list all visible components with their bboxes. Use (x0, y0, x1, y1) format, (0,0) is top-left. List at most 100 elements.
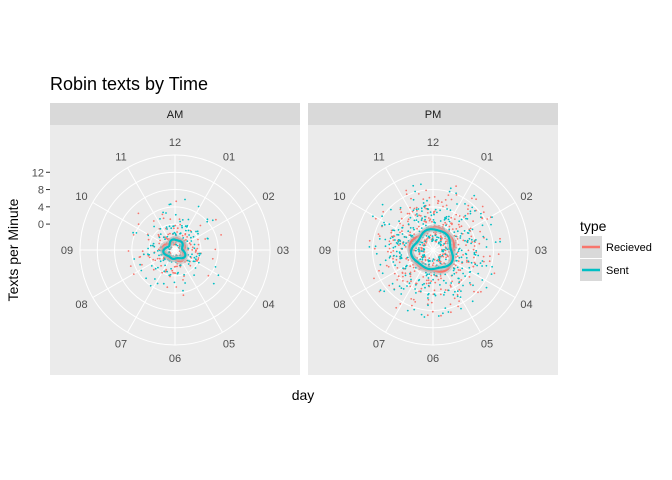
legend-label-sent: Sent (606, 265, 629, 277)
data-point-sent (462, 284, 464, 287)
data-point-sent (460, 249, 463, 252)
data-point-recieved (466, 261, 468, 263)
data-point-recieved (214, 248, 217, 251)
data-point-sent (432, 258, 435, 261)
data-point-recieved (455, 185, 457, 188)
data-point-sent (404, 267, 407, 270)
data-point-sent (181, 226, 184, 229)
data-point-sent (439, 256, 441, 258)
data-point-recieved (189, 264, 192, 267)
data-point-sent (162, 236, 165, 239)
data-point-recieved (407, 259, 410, 261)
data-point-sent (475, 239, 477, 241)
data-point-sent (470, 238, 473, 241)
data-point-sent (425, 274, 428, 277)
data-point-recieved (189, 243, 192, 246)
data-point-sent (398, 251, 401, 254)
data-point-recieved (409, 275, 412, 278)
data-point-sent (166, 228, 169, 230)
data-point-recieved (174, 224, 177, 227)
data-point-sent (188, 260, 191, 263)
data-point-sent (452, 269, 455, 272)
hour-label: 11 (115, 151, 126, 163)
data-point-recieved (447, 194, 450, 197)
data-point-sent (421, 283, 424, 286)
data-point-recieved (147, 238, 150, 241)
data-point-sent (419, 290, 422, 293)
data-point-sent (469, 270, 472, 273)
data-point-sent (443, 291, 446, 294)
data-point-recieved (440, 277, 442, 280)
data-point-sent (460, 256, 463, 259)
data-point-sent (414, 288, 416, 290)
data-point-sent (456, 266, 459, 269)
data-point-sent (406, 285, 408, 287)
data-point-sent (448, 228, 451, 231)
data-point-recieved (406, 212, 409, 215)
data-point-sent (398, 220, 400, 223)
data-point-sent (468, 229, 471, 232)
data-point-sent (399, 242, 402, 245)
data-point-sent (192, 260, 195, 263)
data-point-recieved (418, 290, 420, 293)
data-point-sent (383, 221, 385, 224)
data-point-recieved (389, 242, 392, 245)
data-point-recieved (431, 310, 434, 313)
data-point-sent (427, 304, 429, 307)
data-point-sent (437, 242, 440, 245)
y-tick-label: 8 (38, 185, 44, 197)
hour-label: 08 (75, 299, 87, 311)
data-point-sent (412, 227, 415, 229)
data-point-sent (449, 209, 452, 212)
data-point-recieved (368, 239, 371, 242)
data-point-recieved (420, 287, 423, 290)
data-point-sent (182, 237, 185, 239)
hour-label: 10 (333, 191, 345, 203)
data-point-recieved (427, 279, 430, 282)
data-point-sent (184, 225, 187, 228)
data-point-recieved (412, 264, 414, 266)
data-point-recieved (204, 238, 207, 240)
data-point-recieved (462, 254, 464, 256)
data-point-recieved (408, 234, 411, 237)
facet-am: AM 12 01 02 03 04 05 06 07 08 09 10 11 (50, 103, 300, 375)
data-point-recieved (472, 248, 475, 251)
data-point-sent (198, 254, 201, 257)
data-point-sent (187, 263, 190, 265)
data-point-sent (181, 219, 184, 221)
data-point-sent (464, 203, 466, 205)
data-point-sent (400, 287, 403, 289)
data-point-sent (421, 210, 423, 213)
data-point-recieved (450, 216, 453, 219)
data-point-sent (460, 232, 463, 235)
grid-spoke (174, 202, 258, 251)
data-point-recieved (442, 205, 444, 208)
data-point-sent (388, 243, 391, 246)
data-point-sent (195, 255, 198, 258)
data-point-sent (401, 226, 403, 229)
data-point-sent (422, 250, 424, 253)
data-point-sent (398, 239, 401, 242)
data-point-sent (461, 261, 463, 263)
data-point-sent (429, 211, 432, 214)
data-point-recieved (173, 227, 175, 230)
data-point-sent (169, 203, 172, 206)
data-point-sent (458, 247, 461, 250)
hour-label: 08 (333, 299, 345, 311)
data-point-recieved (451, 228, 454, 231)
data-point-sent (197, 205, 200, 208)
data-point-recieved (471, 241, 473, 243)
data-point-sent (416, 215, 419, 218)
data-point-recieved (197, 257, 200, 259)
data-point-sent (426, 207, 429, 210)
data-point-recieved (451, 222, 453, 225)
data-point-recieved (399, 303, 402, 305)
data-point-sent (433, 273, 435, 276)
data-point-sent (140, 269, 143, 272)
data-point-sent (468, 237, 471, 240)
data-point-recieved (457, 269, 460, 271)
strip-label-am: AM (167, 109, 184, 121)
data-point-recieved (469, 227, 472, 230)
data-point-sent (168, 274, 171, 277)
data-point-recieved (456, 238, 459, 240)
